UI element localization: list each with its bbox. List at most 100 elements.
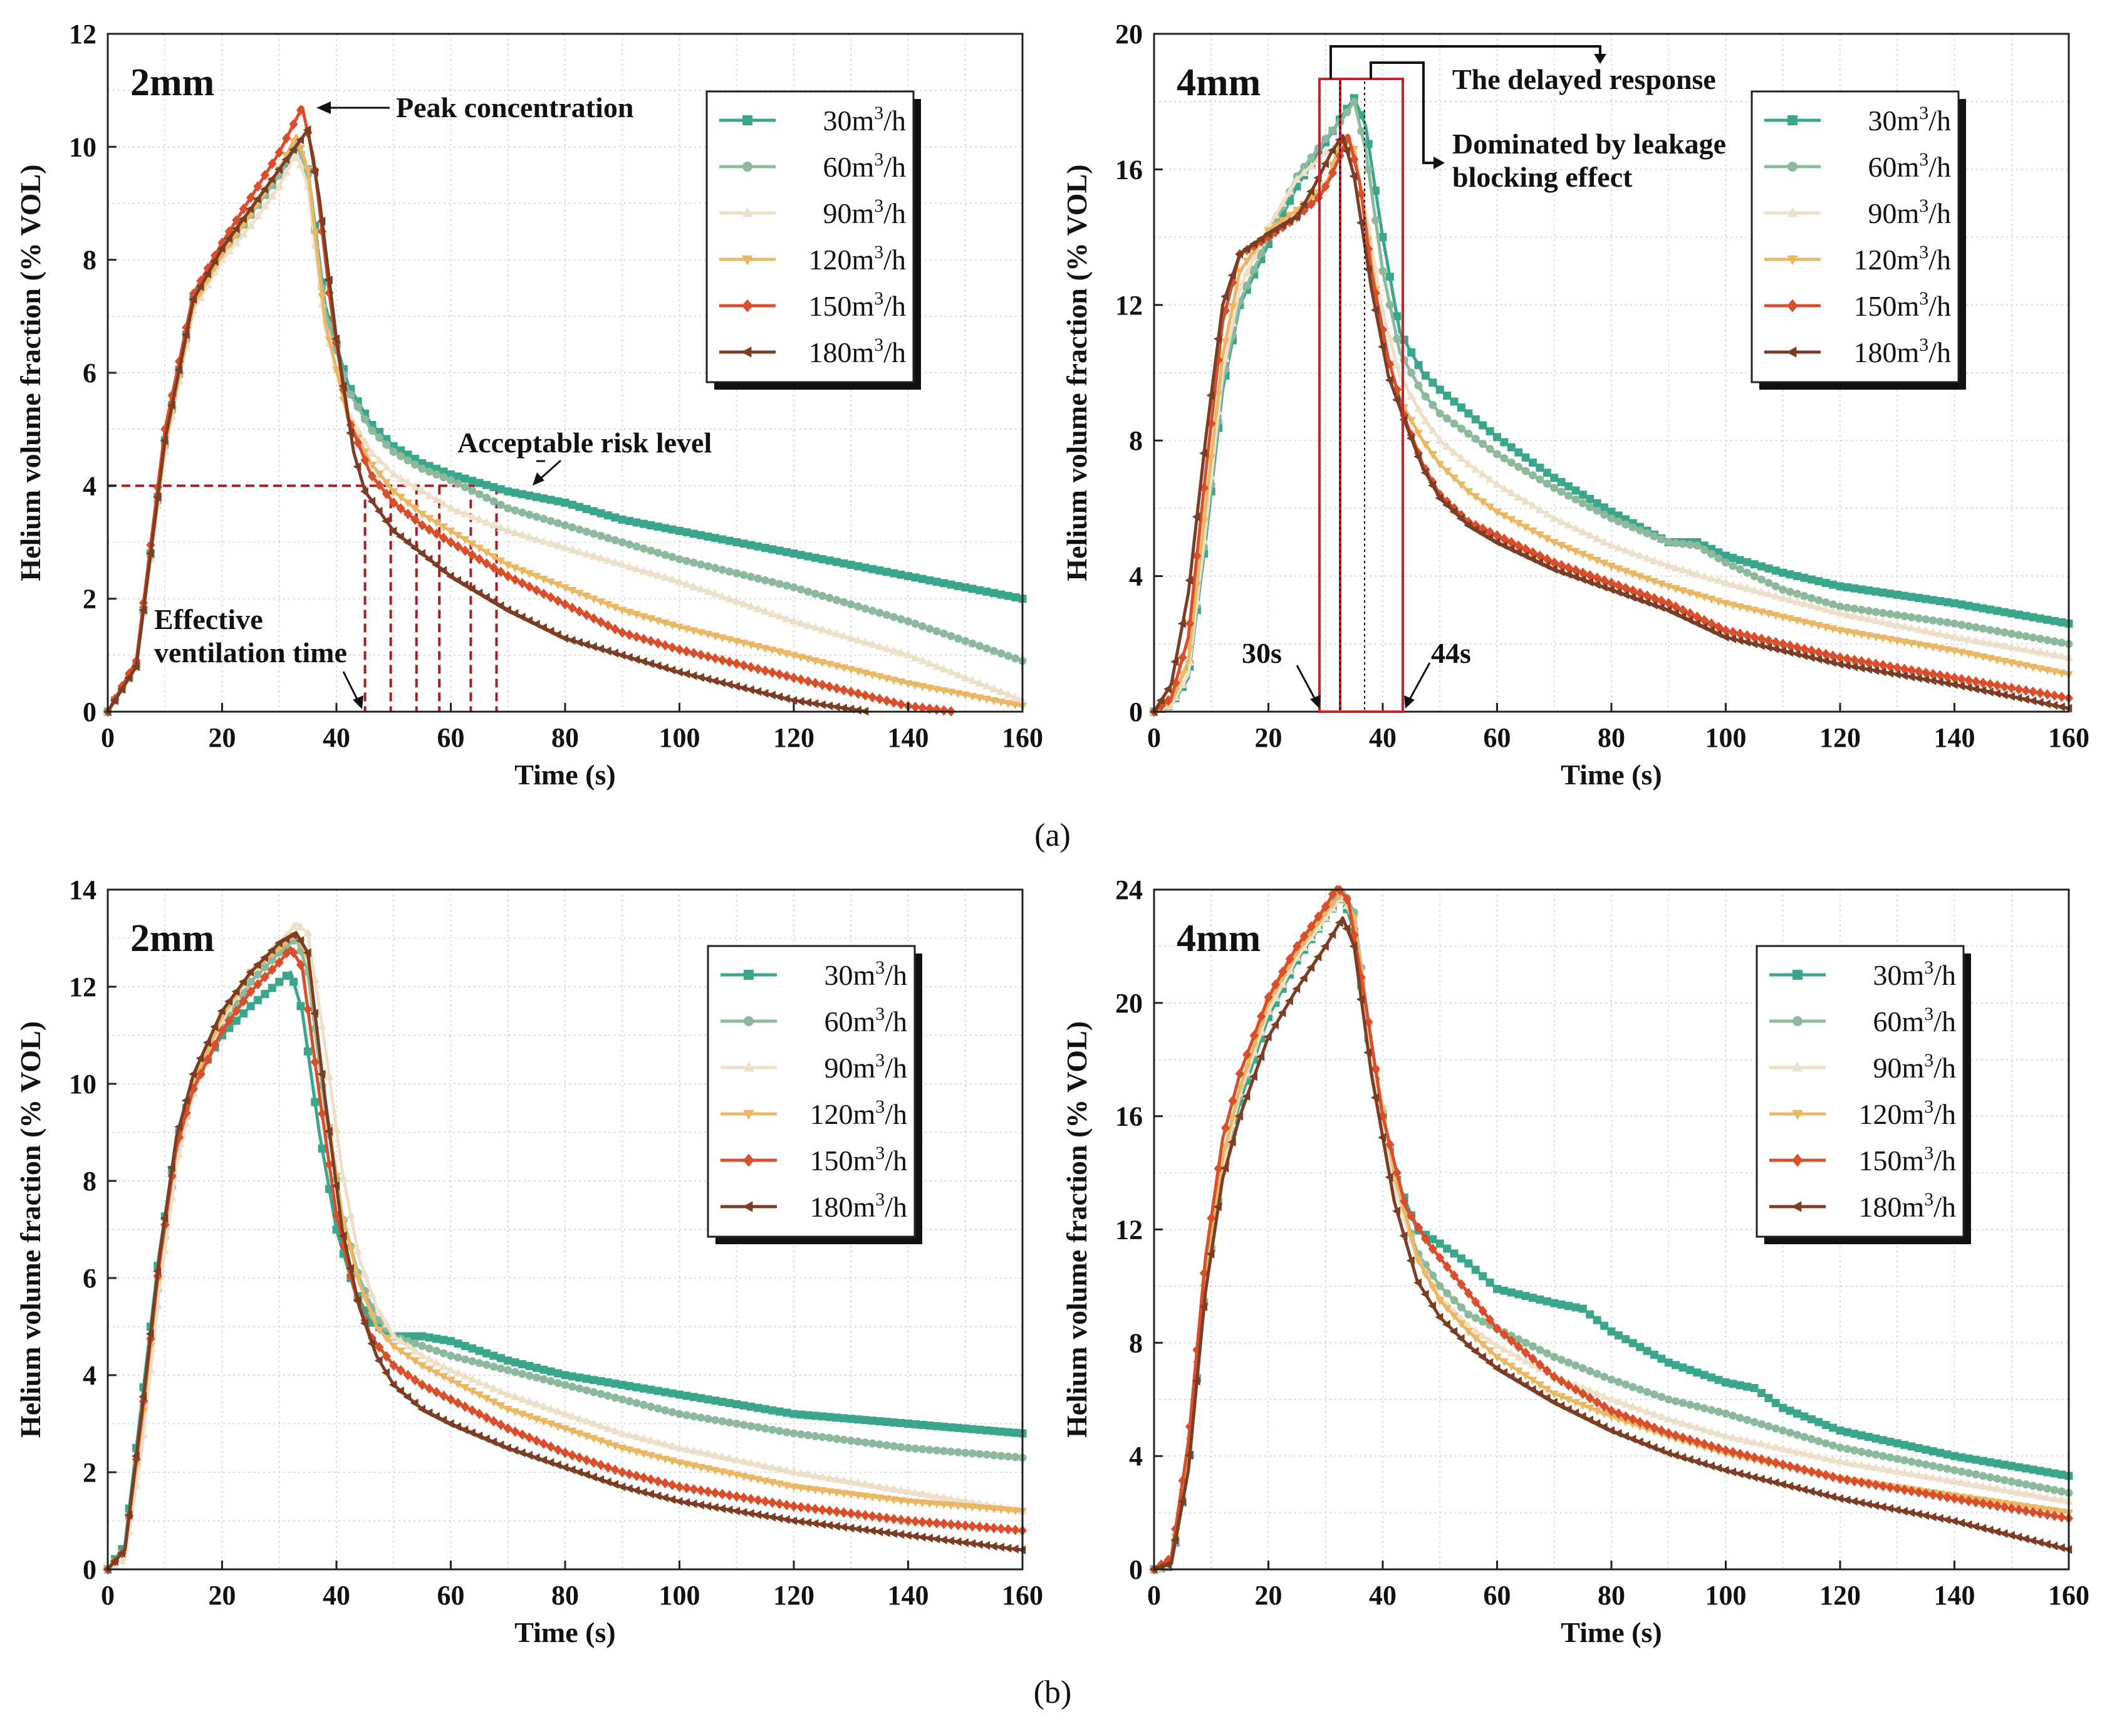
data-point bbox=[982, 695, 992, 704]
data-point bbox=[767, 1479, 777, 1487]
data-point bbox=[1821, 578, 1830, 587]
x-tick-label: 40 bbox=[323, 722, 350, 753]
data-point bbox=[252, 960, 261, 970]
data-point bbox=[1714, 621, 1724, 633]
data-point bbox=[1750, 560, 1759, 569]
data-point bbox=[1470, 1346, 1479, 1356]
data-point bbox=[260, 201, 270, 210]
data-point bbox=[739, 683, 747, 693]
data-point bbox=[767, 667, 777, 678]
data-point bbox=[1635, 1416, 1645, 1428]
data-point bbox=[1507, 443, 1516, 452]
data-point bbox=[1692, 591, 1702, 600]
data-point bbox=[1506, 544, 1515, 554]
data-point bbox=[617, 1482, 626, 1492]
data-point bbox=[1428, 451, 1437, 460]
data-point bbox=[1949, 1516, 1958, 1526]
data-point bbox=[1735, 1469, 1744, 1479]
data-point bbox=[653, 1476, 663, 1487]
data-point bbox=[1521, 543, 1531, 554]
data-point bbox=[153, 492, 162, 502]
data-point bbox=[496, 557, 506, 566]
data-point bbox=[1735, 1413, 1744, 1422]
data-point bbox=[947, 632, 955, 640]
data-point bbox=[1756, 641, 1765, 650]
data-point bbox=[1692, 1437, 1702, 1448]
data-point bbox=[110, 695, 118, 705]
data-point bbox=[1814, 1437, 1823, 1445]
data-point bbox=[861, 1438, 870, 1447]
data-point bbox=[432, 519, 441, 528]
data-point bbox=[489, 1362, 498, 1371]
data-point bbox=[496, 501, 505, 509]
data-point bbox=[1771, 1398, 1780, 1407]
data-point bbox=[1914, 1458, 1923, 1467]
legend-label: 60m3/h bbox=[823, 149, 906, 183]
data-point bbox=[1536, 1346, 1544, 1354]
data-point bbox=[268, 964, 277, 975]
data-point bbox=[568, 1382, 576, 1391]
data-point bbox=[1378, 233, 1387, 242]
data-point bbox=[1521, 551, 1529, 561]
data-point bbox=[539, 1438, 548, 1449]
data-point bbox=[267, 945, 276, 955]
data-point bbox=[382, 1368, 390, 1378]
y-tick-label: 12 bbox=[69, 972, 96, 1002]
data-point bbox=[1628, 1339, 1637, 1348]
y-tick-label: 2 bbox=[83, 1457, 96, 1488]
data-point bbox=[1435, 409, 1444, 418]
data-point bbox=[1407, 368, 1416, 377]
data-point bbox=[410, 1346, 420, 1354]
data-point bbox=[2014, 643, 2024, 652]
data-point bbox=[539, 536, 548, 545]
data-point bbox=[511, 1392, 520, 1401]
data-point bbox=[1907, 623, 1917, 632]
data-point bbox=[1457, 1320, 1466, 1329]
data-point bbox=[653, 661, 662, 670]
data-point bbox=[439, 1336, 448, 1344]
data-point bbox=[2028, 663, 2038, 672]
data-point bbox=[968, 675, 977, 684]
data-point bbox=[596, 644, 605, 653]
data-point bbox=[1721, 1445, 1730, 1456]
data-point bbox=[360, 487, 368, 496]
data-point bbox=[875, 1494, 885, 1503]
data-point bbox=[2007, 630, 2016, 638]
data-point bbox=[711, 534, 720, 543]
data-point bbox=[546, 1458, 554, 1467]
data-point bbox=[846, 633, 856, 642]
data-point bbox=[1313, 952, 1322, 962]
data-point bbox=[439, 473, 448, 482]
data-point bbox=[532, 1363, 541, 1372]
data-point bbox=[996, 1523, 1006, 1534]
data-point bbox=[296, 135, 304, 145]
risk-pointer-head bbox=[533, 472, 544, 486]
data-point bbox=[2057, 691, 2066, 702]
data-point bbox=[1271, 210, 1281, 219]
data-point bbox=[789, 1500, 799, 1512]
data-point bbox=[560, 584, 570, 593]
data-point bbox=[360, 1270, 370, 1279]
data-point bbox=[646, 1435, 656, 1444]
data-point bbox=[389, 497, 398, 508]
data-point bbox=[311, 1098, 320, 1106]
data-point bbox=[861, 604, 870, 613]
legend-label: 30m3/h bbox=[1868, 103, 1951, 137]
data-point bbox=[2022, 1480, 2031, 1489]
data-point bbox=[796, 585, 805, 594]
data-point bbox=[1314, 911, 1323, 922]
data-point bbox=[460, 1401, 470, 1412]
data-point bbox=[1586, 495, 1594, 504]
data-point bbox=[1786, 1461, 1795, 1472]
data-point bbox=[1722, 1378, 1730, 1387]
data-point bbox=[1242, 268, 1252, 276]
data-point bbox=[897, 615, 905, 623]
data-point bbox=[675, 623, 684, 632]
y-tick-label: 12 bbox=[1115, 290, 1143, 321]
data-point bbox=[310, 229, 320, 238]
data-point bbox=[674, 667, 683, 677]
data-point bbox=[925, 1490, 934, 1499]
data-point bbox=[1550, 1353, 1559, 1361]
data-point bbox=[996, 1505, 1006, 1514]
data-point bbox=[382, 462, 391, 471]
